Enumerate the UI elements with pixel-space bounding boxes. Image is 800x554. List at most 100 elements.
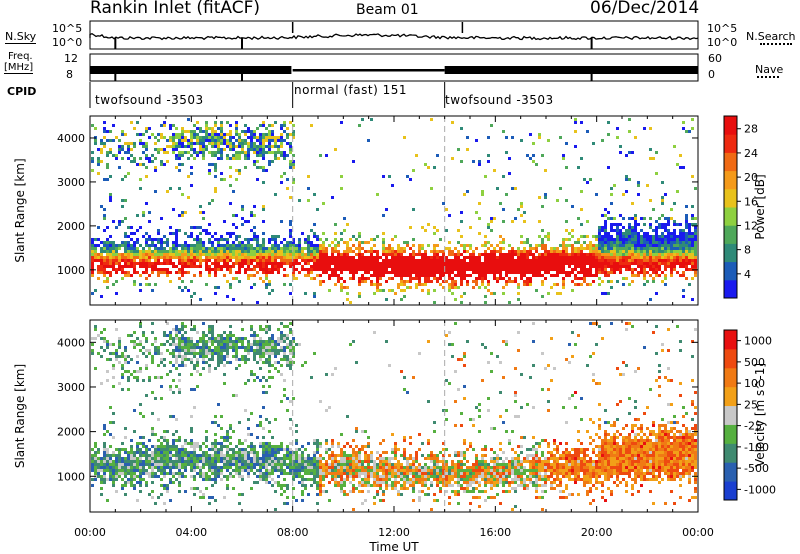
heatmap-cell [634,232,637,235]
heatmap-cell [361,280,364,283]
heatmap-cell [679,154,682,157]
heatmap-cell [376,250,379,253]
heatmap-cell [388,253,391,256]
heatmap-cell [181,247,184,250]
heatmap-cell [226,133,229,136]
heatmap-cell [322,484,325,487]
heatmap-cell [127,361,130,364]
heatmap-cell [598,256,601,259]
heatmap-cell [415,262,418,265]
heatmap-cell [277,250,280,253]
heatmap-cell [184,265,187,268]
heatmap-cell [421,274,424,277]
heatmap-cell [193,355,196,358]
heatmap-cell [376,274,379,277]
heatmap-cell [154,472,157,475]
heatmap-cell [121,253,124,256]
heatmap-cell [229,256,232,259]
heatmap-cell [235,214,238,217]
heatmap-cell [157,376,160,379]
heatmap-cell [421,262,424,265]
heatmap-cell [91,241,94,244]
heatmap-cell [91,169,94,172]
heatmap-cell [232,475,235,478]
heatmap-cell [418,283,421,286]
heatmap-cell [253,205,256,208]
heatmap-cell [193,475,196,478]
heatmap-cell [136,475,139,478]
heatmap-cell [178,379,181,382]
heatmap-cell [451,292,454,295]
heatmap-cell [289,259,292,262]
heatmap-cell [643,232,646,235]
heatmap-cell [649,247,652,250]
heatmap-cell [127,253,130,256]
heatmap-cell [466,148,469,151]
heatmap-cell [289,160,292,163]
heatmap-cell [670,238,673,241]
heatmap-cell [220,148,223,151]
heatmap-cell [250,130,253,133]
heatmap-cell [478,259,481,262]
heatmap-cell [205,130,208,133]
heatmap-cell [262,253,265,256]
heatmap-cell [214,292,217,295]
heatmap-cell [490,259,493,262]
heatmap-cell [160,160,163,163]
heatmap-cell [316,475,319,478]
heatmap-cell [187,151,190,154]
heatmap-cell [223,136,226,139]
heatmap-cell [277,256,280,259]
heatmap-cell [220,349,223,352]
heatmap-cell [307,460,310,463]
heatmap-cell [601,247,604,250]
heatmap-cell [136,238,139,241]
heatmap-cell [559,262,562,265]
heatmap-cell [169,187,172,190]
heatmap-cell [391,265,394,268]
heatmap-cell [631,256,634,259]
heatmap-cell [265,325,268,328]
heatmap-cell [157,457,160,460]
heatmap-cell [262,124,265,127]
heatmap-cell [124,142,127,145]
heatmap-cell [100,205,103,208]
heatmap-cell [625,154,628,157]
heatmap-cell [217,136,220,139]
heatmap-cell [394,235,397,238]
power-colorbar-title: Power [dB] [753,174,767,239]
heatmap-cell [448,277,451,280]
heatmap-cell [109,274,112,277]
heatmap-cell [199,448,202,451]
heatmap-cell [385,256,388,259]
heatmap-cell [271,463,274,466]
heatmap-cell [418,265,421,268]
heatmap-cell [142,463,145,466]
heatmap-cell [604,223,607,226]
heatmap-cell [232,340,235,343]
heatmap-cell [235,238,238,241]
heatmap-cell [178,352,181,355]
heatmap-cell [139,259,142,262]
heatmap-cell [259,328,262,331]
heatmap-cell [244,346,247,349]
heatmap-cell [283,121,286,124]
heatmap-cell [664,238,667,241]
heatmap-cell [94,244,97,247]
heatmap-cell [682,247,685,250]
heatmap-cell [157,256,160,259]
heatmap-cell [202,250,205,253]
heatmap-cell [325,469,328,472]
heatmap-cell [670,235,673,238]
heatmap-cell [103,478,106,481]
heatmap-cell [250,139,253,142]
heatmap-cell [205,121,208,124]
heatmap-cell [283,238,286,241]
heatmap-cell [235,352,238,355]
heatmap-cell [259,325,262,328]
heatmap-cell [487,268,490,271]
heatmap-cell [652,256,655,259]
heatmap-cell [292,397,295,400]
heatmap-cell [370,259,373,262]
heatmap-cell [547,292,550,295]
